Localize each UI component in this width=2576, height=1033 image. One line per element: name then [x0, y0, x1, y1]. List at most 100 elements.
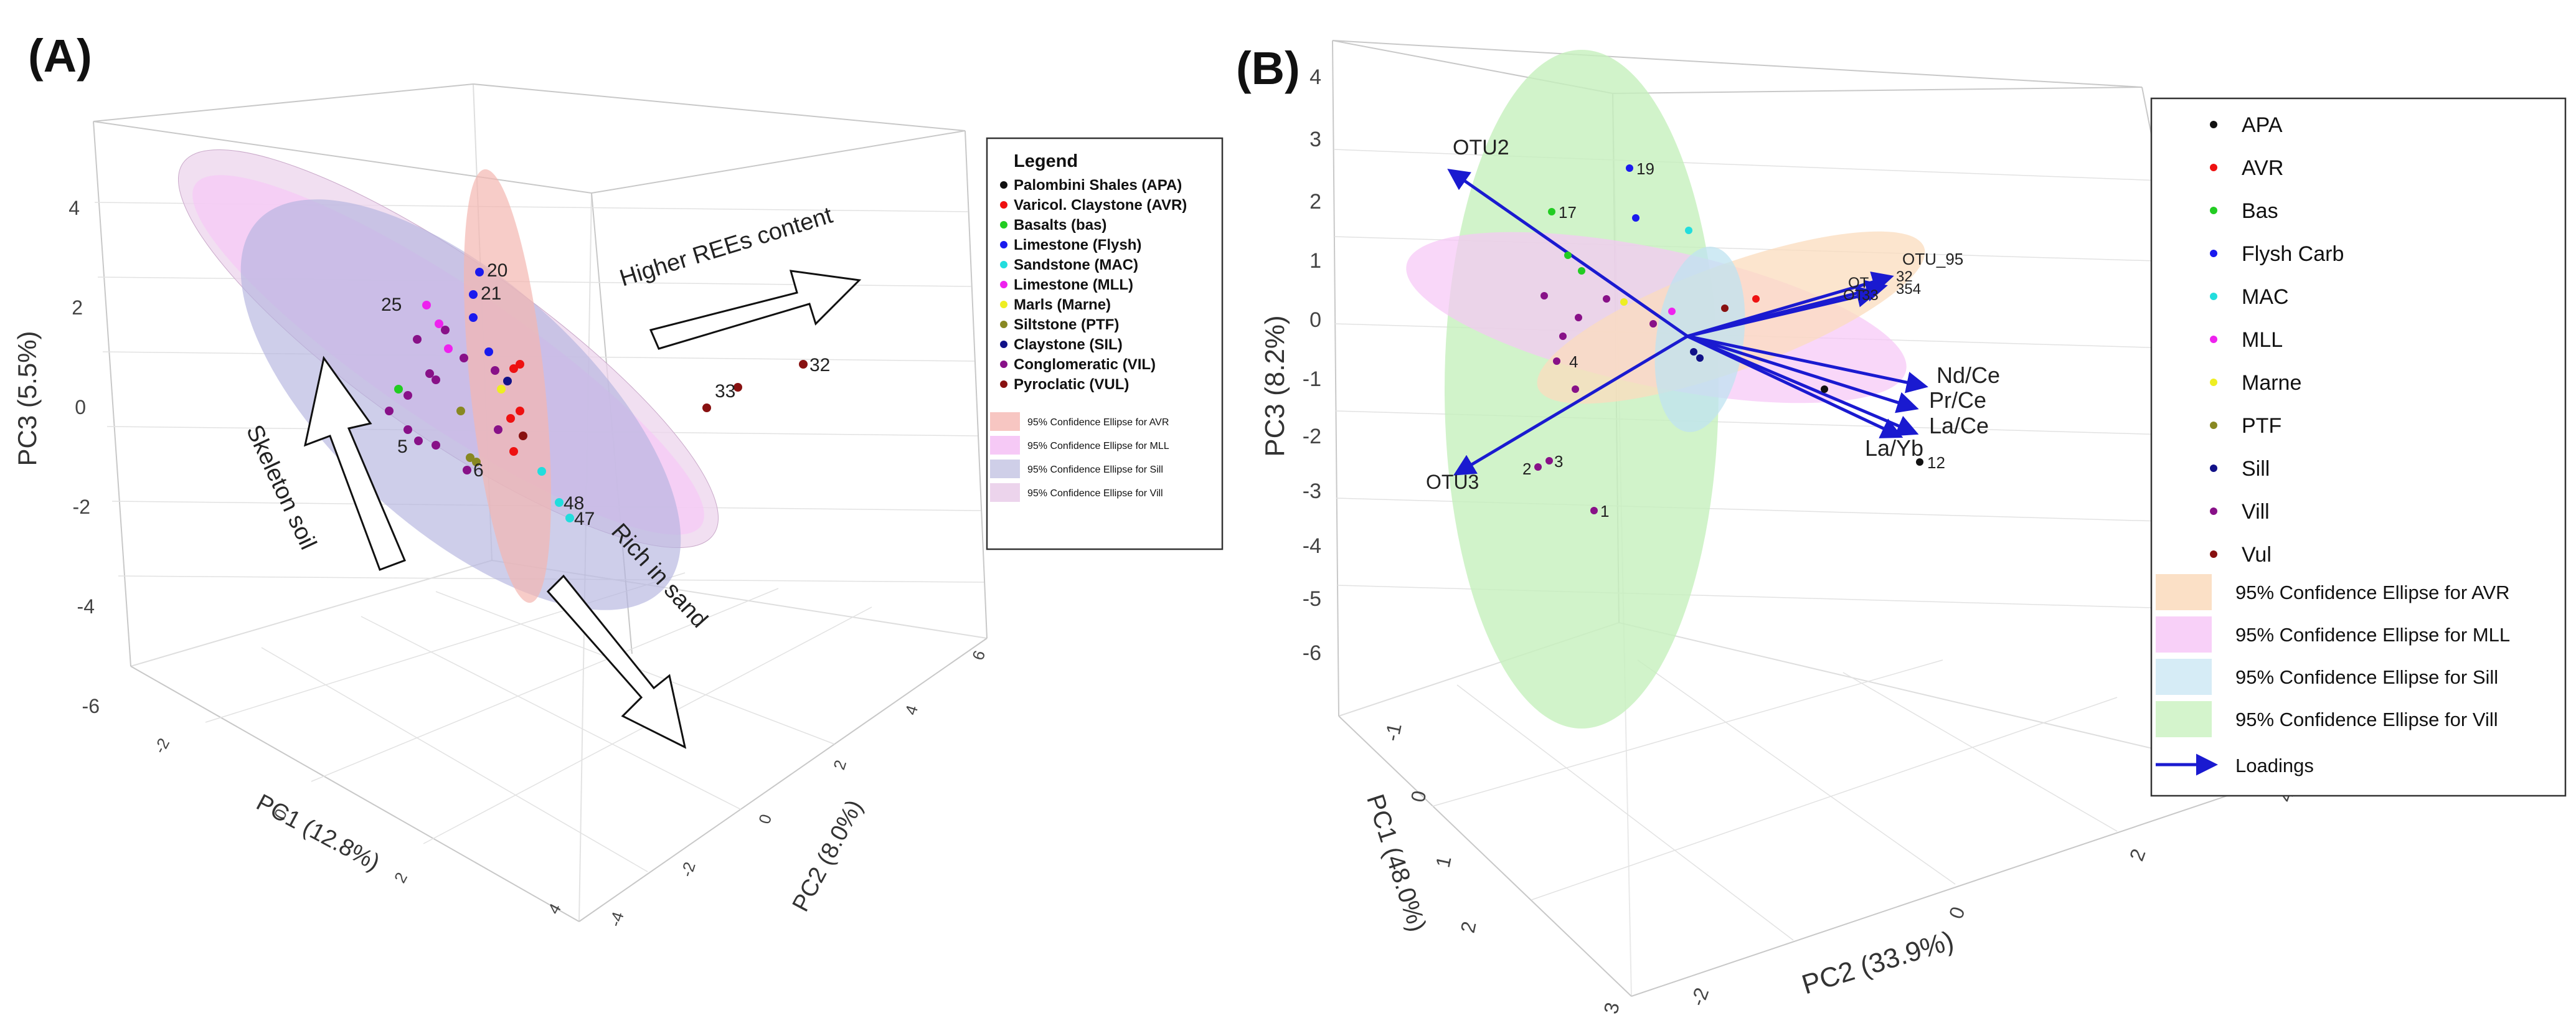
point: [1572, 385, 1579, 393]
point-label: 33: [715, 381, 735, 402]
point-label: 25: [381, 295, 402, 315]
z-tick: -2: [1303, 425, 1321, 448]
point-label: 6: [473, 460, 484, 481]
panel-a-points: [385, 268, 808, 522]
legend-item-label: Siltstone (PTF): [1014, 316, 1119, 333]
point: [1559, 333, 1567, 340]
point-label: 32: [809, 355, 830, 375]
point-label: 20: [487, 260, 507, 281]
point-label: 48: [564, 493, 584, 514]
point: [537, 467, 546, 476]
skeleton-soil-arrow: [303, 356, 406, 571]
legend-marker: [1000, 380, 1007, 388]
x-tick: 2: [390, 869, 411, 886]
legend-item-label: Sandstone (MAC): [1014, 257, 1138, 273]
point: [460, 354, 468, 362]
point: [1540, 292, 1548, 300]
legend-marker: [2210, 550, 2217, 558]
legend-item-label: Claystone (SIL): [1014, 336, 1123, 353]
loading-label-otu32-a: OT: [1848, 275, 1869, 291]
legend-b-frame: [2150, 97, 2567, 797]
point-label: 21: [481, 283, 501, 304]
point: [1690, 348, 1697, 356]
point: [425, 369, 434, 378]
loading-label-prce: Pr/Ce: [1929, 387, 1986, 413]
point: [484, 347, 493, 356]
z-tick: -2: [73, 496, 90, 518]
loading-label-otu354-a: OT: [1843, 287, 1864, 304]
loading-label-otu95: OTU_95: [1902, 250, 1963, 268]
legend-marker: [2210, 121, 2217, 128]
panel-a-point-labels: 20 21 25 5 6 48 47 33 32: [381, 260, 830, 529]
x-tick: -1: [1380, 721, 1406, 743]
panel-b-loadings: [1447, 168, 1928, 476]
legend-item-label: PTF: [2242, 414, 2281, 438]
legend-swatch: [990, 460, 1020, 478]
axis-title-z: PC3 (5.5%): [12, 331, 42, 466]
point: [1534, 463, 1542, 471]
legend-item-label: Varicol. Claystone (AVR): [1014, 197, 1187, 214]
point: [1564, 252, 1572, 259]
point: [466, 453, 474, 462]
z-tick: 4: [1309, 65, 1321, 89]
legend-marker: [1000, 281, 1007, 288]
point: [1548, 208, 1555, 215]
legend-marker: [1000, 261, 1007, 268]
legend-item-label: Conglomeratic (VIL): [1014, 356, 1156, 373]
y-tick: 0: [1945, 903, 1970, 922]
y-tick: -2: [1686, 984, 1714, 1009]
panel-b-points: [1534, 164, 1923, 514]
point: [403, 391, 412, 400]
legend-item-label: 95% Confidence Ellipse for Vill: [2235, 709, 2498, 730]
legend-item-label: Vill: [2242, 500, 2270, 524]
z-tick: 1: [1309, 249, 1321, 273]
point: [1578, 267, 1585, 275]
point-label: 17: [1559, 203, 1577, 222]
legend-item-label: AVR: [2242, 156, 2283, 180]
z-tick: -4: [1303, 534, 1321, 558]
point: [456, 407, 465, 415]
x-tick: 0: [1407, 789, 1431, 804]
point: [494, 425, 502, 434]
legend-item-label: 95% Confidence Ellipse for Sill: [2235, 666, 2498, 688]
point: [799, 360, 808, 369]
point: [414, 436, 423, 445]
legend-item-label: Loadings: [2235, 755, 2314, 776]
y-tick: 2: [2125, 846, 2150, 864]
legend-item-label: Palombini Shales (APA): [1014, 177, 1182, 194]
point: [516, 407, 524, 415]
point-label: 19: [1636, 159, 1654, 178]
z-tick: -4: [77, 595, 95, 618]
legend-item-label: Flysh Carb: [2242, 242, 2344, 266]
point: [1632, 214, 1639, 222]
legend-item-label: 95% Confidence Ellipse for MLL: [2235, 624, 2510, 646]
panel-label-a: (A): [28, 30, 92, 82]
loading-label-layb: La/Yb: [1865, 435, 1923, 461]
point: [1821, 385, 1828, 393]
panel-label-b: (B): [1236, 42, 1300, 94]
ellipse-avr-a: [464, 169, 551, 603]
legend-swatch: [990, 436, 1020, 455]
y-tick: 2: [829, 758, 850, 772]
legend-a-frame: [986, 137, 1224, 550]
point: [394, 385, 403, 394]
panel-a-annotation-arrows: [303, 270, 862, 749]
z-tick: 0: [75, 396, 86, 418]
legend-marker: [2210, 336, 2217, 343]
point: [503, 377, 512, 385]
point: [702, 403, 711, 412]
point: [509, 447, 518, 456]
point: [463, 466, 471, 474]
z-tick: -1: [1303, 367, 1321, 391]
loading-arrow-otu3: [1453, 334, 1689, 476]
point: [385, 407, 394, 415]
point: [1626, 164, 1633, 172]
x-tick: 3: [1600, 1001, 1624, 1016]
legend-marker: [2210, 250, 2217, 257]
point-label: 47: [574, 509, 595, 529]
point: [422, 301, 431, 309]
legend-marker: [1000, 301, 1007, 308]
legend-marker: [1000, 241, 1007, 248]
legend-swatch: [2156, 616, 2212, 653]
